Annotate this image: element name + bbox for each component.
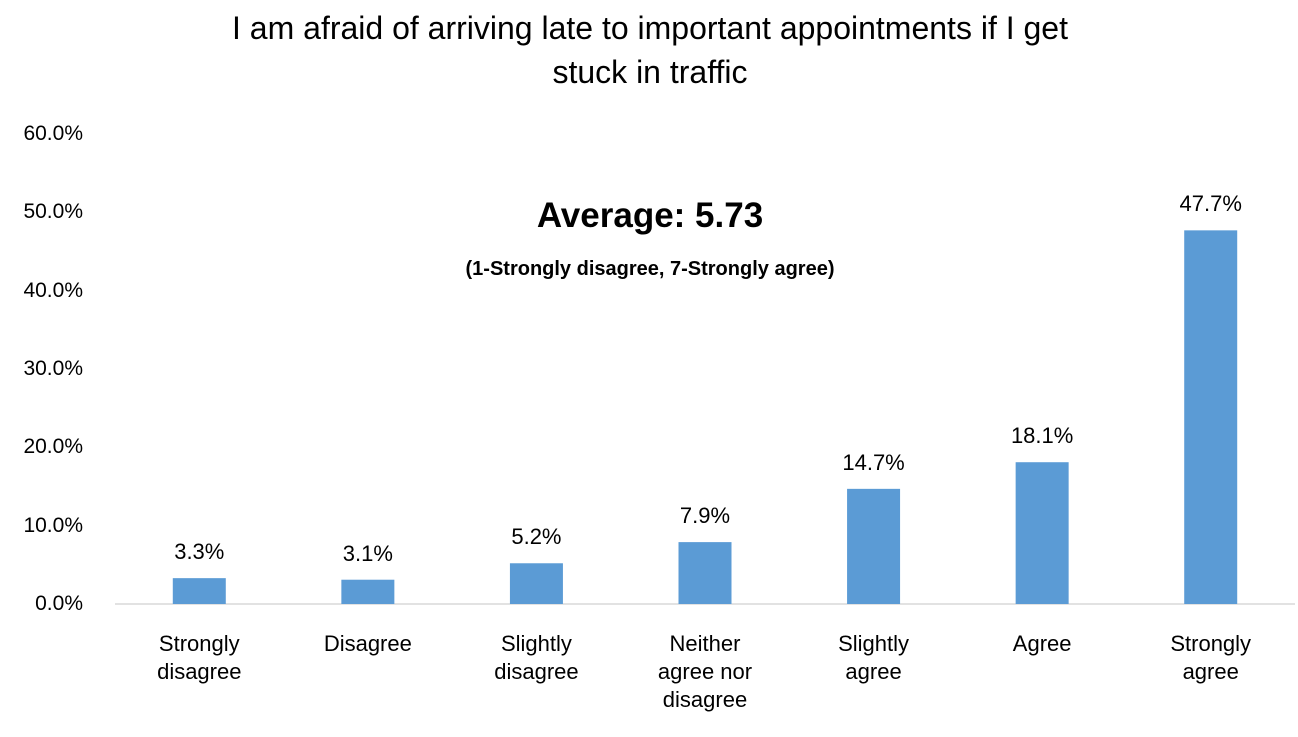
y-tick-label: 50.0% [23,200,83,224]
annotation: (1-Strongly disagree, 7-Strongly agree) [465,258,835,280]
y-tick-label: 60.0% [23,122,83,145]
data-label: 5.2% [511,524,562,550]
bar [847,488,901,604]
x-tick-label: Neither agree nor disagree [657,631,753,712]
data-label: 3.1% [342,540,393,566]
y-tick-label: 0.0% [35,592,83,615]
y-tick-label: 20.0% [23,435,83,459]
data-label: 18.1% [1010,423,1074,449]
y-tick-label: 30.0% [23,357,83,380]
data-label: 14.7% [842,449,905,475]
data-label: 7.9% [679,503,731,529]
x-tick-label: Disagree [323,631,412,656]
x-tick-label: Slightly agree [838,631,910,684]
data-label: 3.3% [174,539,225,565]
data-label: 47.7% [1179,191,1242,217]
y-tick-label: 40.0% [23,278,83,302]
y-tick-label: 10.0% [23,513,83,537]
chart-title: I am afraid of arriving late to importan… [232,10,1068,90]
bar [1015,462,1069,604]
x-tick-label: Strongly disagree [157,631,242,684]
bar [1184,230,1238,604]
x-tick-label: Strongly agree [1170,631,1252,684]
bar [509,563,563,604]
x-tick-label: Agree [1012,631,1072,656]
bar [172,578,226,604]
annotation: Average: 5.73 [536,196,764,235]
bar [341,579,395,604]
x-tick-label: Slightly disagree [494,631,579,684]
bar [678,542,732,604]
